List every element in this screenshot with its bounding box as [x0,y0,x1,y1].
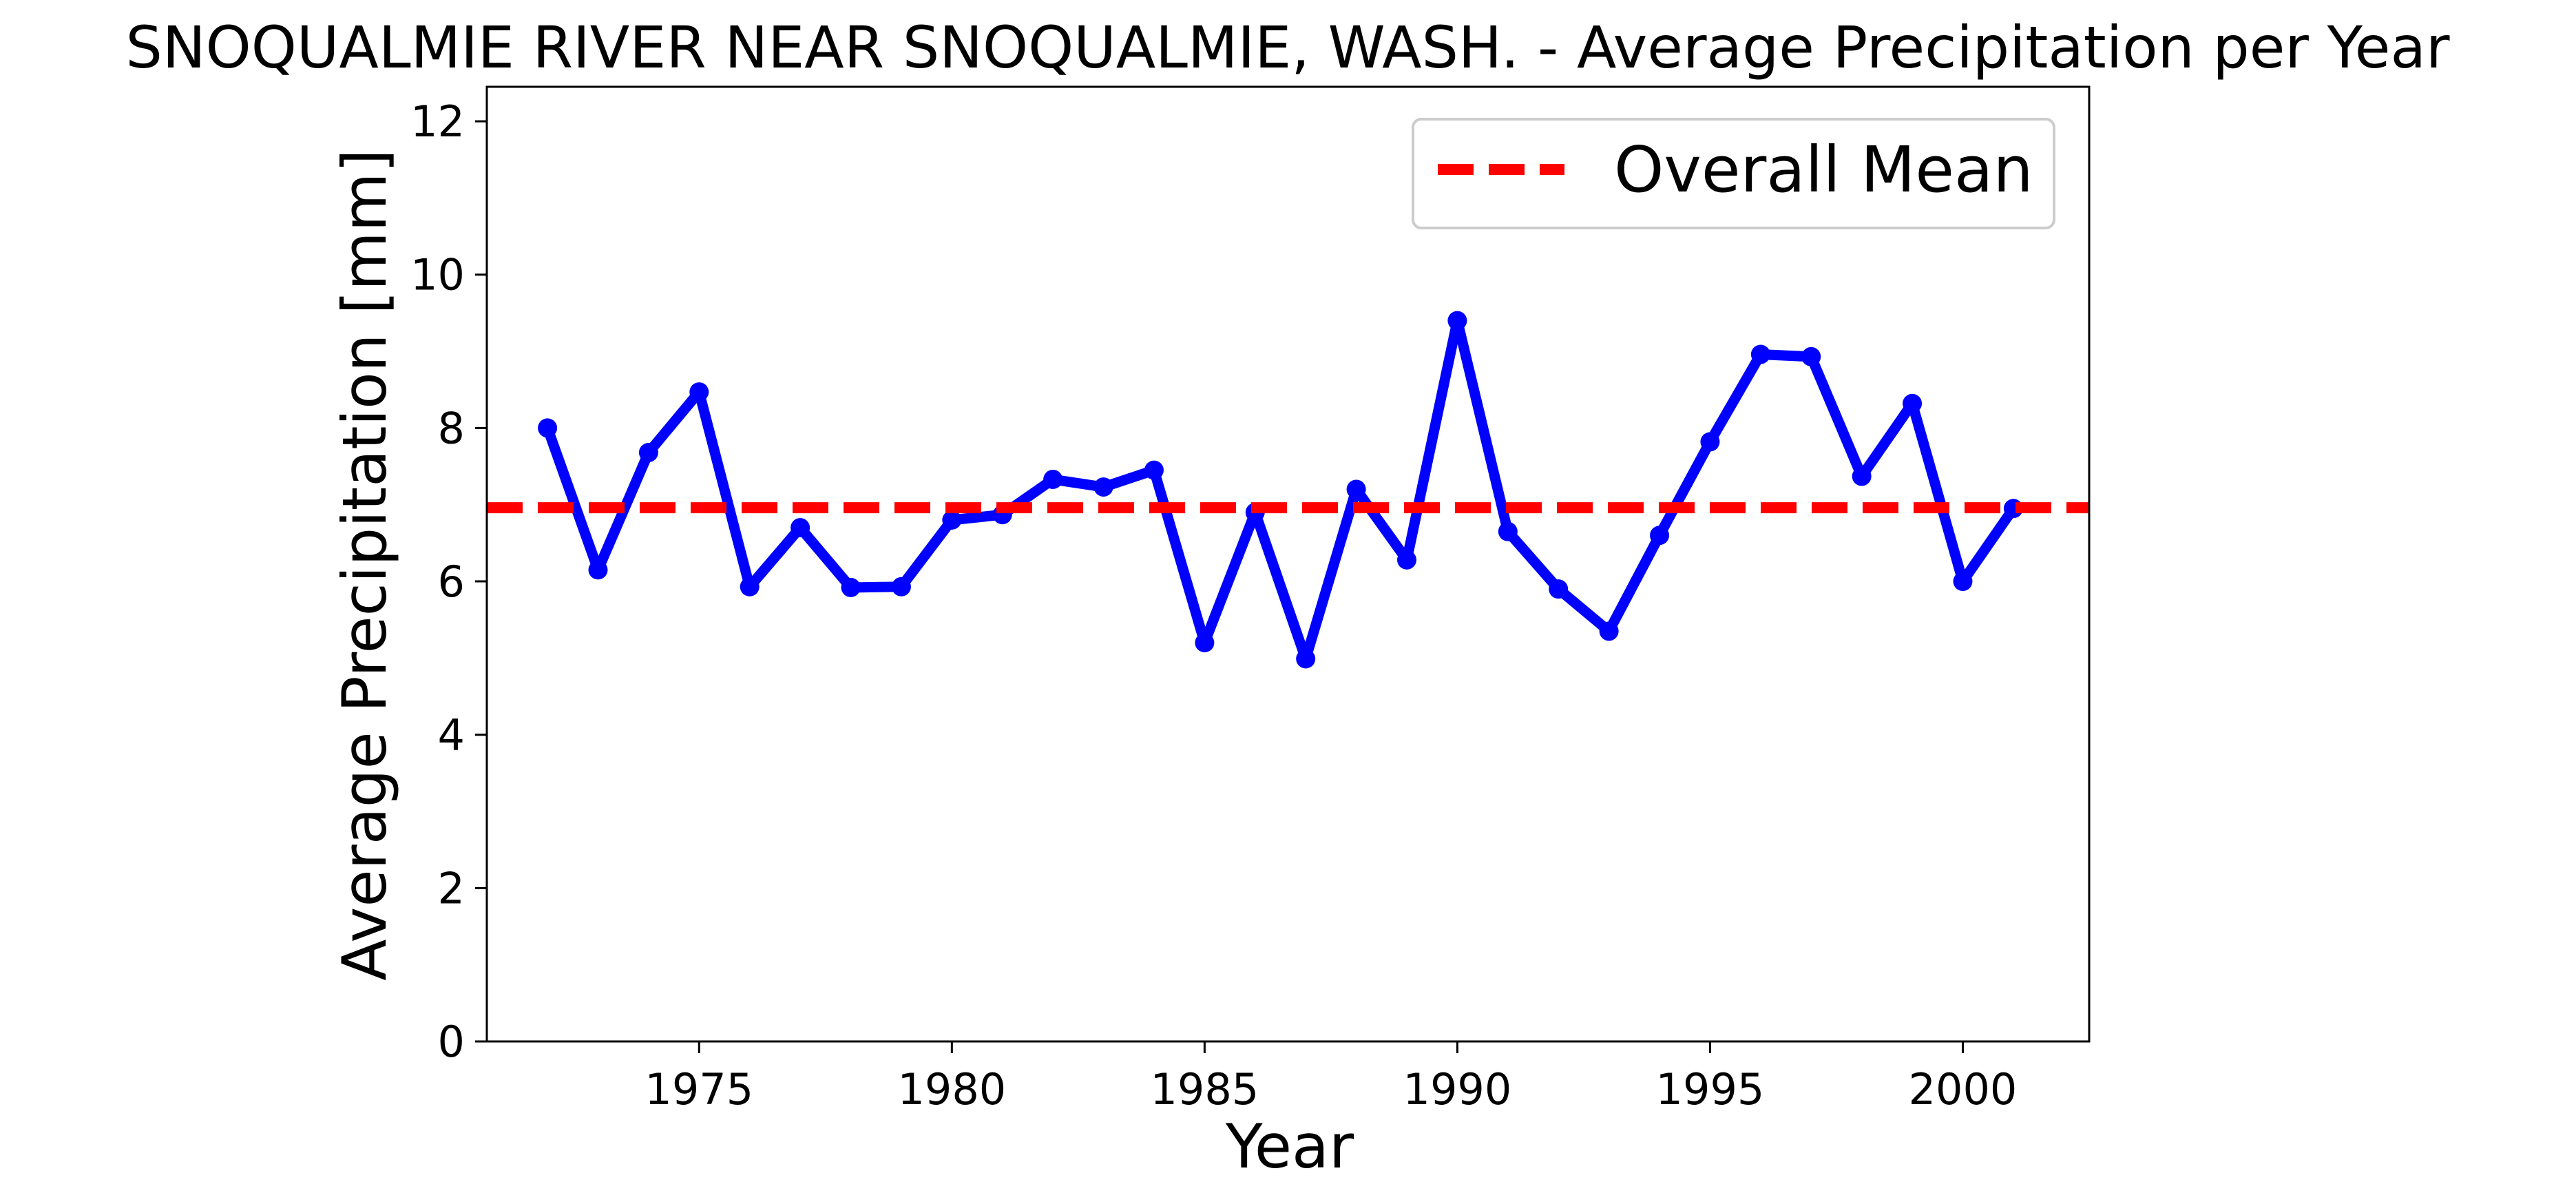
x-tick-label: 1985 [1150,1064,1259,1114]
data-point [1346,479,1366,499]
x-tick-label: 1980 [897,1064,1006,1114]
data-point [790,518,810,538]
data-point [1397,550,1417,570]
plot-background [487,87,2089,1041]
x-tick-label: 1995 [1656,1064,1765,1114]
data-point [1801,346,1821,366]
plot-frame [485,85,2091,1043]
data-point [891,577,911,596]
chart-title: SNOQUALMIE RIVER NEAR SNOQUALMIE, WASH. … [125,14,2449,81]
y-tick-label: 2 [438,863,465,913]
data-point [1498,521,1518,541]
x-tick-label: 2000 [1909,1064,2018,1114]
x-tick-label: 1990 [1403,1064,1512,1114]
data-point [1903,393,1923,413]
data-point [1144,460,1164,480]
y-tick-label: 6 [438,557,465,607]
y-tick-label: 4 [438,710,465,760]
data-point [1852,466,1872,486]
data-point [638,443,658,463]
y-axis-label: Average Precipitation [mm] [329,149,400,980]
legend: Overall Mean [1412,118,2055,229]
y-tick-label: 0 [438,1017,465,1067]
y-tick-label: 12 [410,96,465,147]
data-point [1650,526,1670,546]
y-tick-label: 8 [438,403,465,453]
data-point [1700,432,1720,452]
x-tick-label: 1975 [645,1064,753,1114]
legend-frame [1412,118,2055,229]
data-point [1750,344,1770,364]
y-tick-label: 10 [410,250,465,300]
data-point [1953,572,1973,592]
data-point [1599,621,1619,641]
data-point [740,577,760,596]
data-point [1043,469,1063,489]
data-point [841,577,861,597]
data-point [1447,311,1467,331]
data-point [1296,649,1316,669]
data-point [689,382,709,402]
plot-area: 1975 1980 1985 1990 1995 2000 0 2 4 6 8 10 12 [410,85,2091,1114]
data-point [1195,633,1215,653]
data-point [1549,579,1569,599]
data-point [1093,477,1113,497]
x-axis-label: Year [1225,1111,1354,1182]
data-point [538,418,558,438]
legend-label-overall-mean: Overall Mean [1614,133,2033,207]
data-point [942,510,962,530]
data-point [588,560,608,580]
